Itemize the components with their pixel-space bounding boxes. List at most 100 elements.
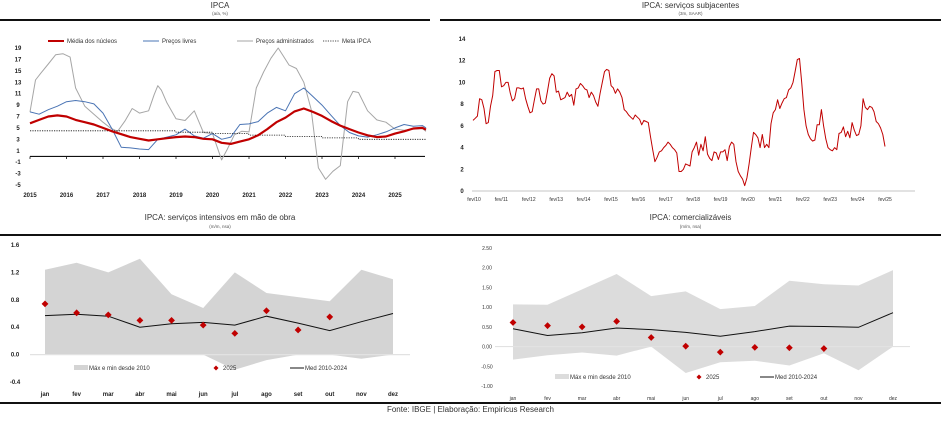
- point-2025: [294, 326, 302, 334]
- x-tick-label: mai: [647, 396, 655, 402]
- y-tick-label: 1: [16, 149, 20, 155]
- title-rule: [440, 234, 941, 236]
- x-tick-label: fev/24: [851, 197, 865, 203]
- x-tick-label: 2019: [169, 193, 183, 199]
- y-tick-label: 12: [459, 59, 466, 65]
- legend-label: Preços administrados: [256, 39, 314, 45]
- point-2025: [785, 344, 793, 352]
- chart-subtitle: (a/a, %): [212, 11, 228, 16]
- x-tick-label: out: [325, 392, 334, 398]
- point-2025: [716, 348, 724, 356]
- legend-label: Med 2010-2024: [305, 366, 348, 372]
- x-tick-label: jul: [230, 392, 238, 398]
- y-tick-label: -1.00: [481, 384, 493, 390]
- x-tick-label: jun: [198, 392, 208, 398]
- series-line-pre-os-administrados: [29, 47, 427, 180]
- y-tick-label: 14: [459, 37, 466, 43]
- chart-subtitle: (3m, SAAR): [678, 11, 703, 16]
- series-line-servicos-subjacentes: [472, 58, 886, 187]
- x-tick-label: fev/16: [632, 197, 646, 203]
- y-tick-label: 17: [15, 57, 22, 63]
- y-tick-label: 0.4: [11, 325, 20, 331]
- y-tick-label: -3: [15, 172, 21, 178]
- median-line: [512, 312, 894, 337]
- x-tick-label: fev/11: [495, 197, 508, 203]
- y-tick-label: -5: [15, 183, 21, 189]
- x-tick-label: 2020: [206, 193, 220, 199]
- point-2025: [682, 342, 690, 350]
- x-tick-label: dez: [388, 392, 398, 398]
- title-rule: [0, 234, 440, 236]
- y-tick-label: -0.50: [481, 364, 493, 370]
- y-tick-label: 0: [460, 189, 464, 195]
- chart-title: IPCA: comercializáveis: [649, 213, 732, 222]
- x-tick-label: fev/15: [604, 197, 618, 203]
- legend-label: 2025: [223, 366, 237, 372]
- x-tick-label: fev: [72, 392, 81, 398]
- panel-ipca: IPCA (a/a, %) 19 17 15 13 11 9 7 5 3 1 -1 -3 -5 2015 2…: [0, 0, 440, 205]
- legend-label: Med 2010-2024: [775, 375, 818, 381]
- x-tick-label: fev/21: [769, 197, 783, 203]
- legend-swatch-band: [74, 365, 88, 370]
- x-tick-label: abr: [613, 396, 621, 402]
- y-tick-label: 1.50: [482, 285, 492, 291]
- x-tick-label: fev/25: [878, 197, 892, 203]
- x-tick-label: fev/18: [686, 197, 700, 203]
- series-line-pre-os-livres: [29, 87, 427, 151]
- y-tick-label: 4: [460, 146, 464, 152]
- chart-subtitle: (m/m, nsa): [679, 224, 702, 229]
- y-tick-label: 0.0: [11, 353, 20, 359]
- x-tick-label: jun: [681, 396, 689, 402]
- legend-label: 2025: [706, 375, 720, 381]
- x-tick-label: 2015: [23, 193, 37, 199]
- series-line-m-dia-dos-n-cleos: [29, 107, 427, 145]
- point-2025: [578, 323, 586, 331]
- legend-label: Máx e min desde 2010: [89, 366, 150, 372]
- chart-title: IPCA: serviços intensivos em mão de obra: [144, 213, 296, 222]
- x-tick-label: jan: [509, 396, 517, 402]
- legend-label: Média dos núcleos: [67, 39, 117, 45]
- legend-swatch-band: [555, 374, 569, 379]
- x-tick-label: 2018: [133, 193, 147, 199]
- legend-label: Máx e min desde 2010: [570, 375, 631, 381]
- y-tick-label: 2: [460, 167, 464, 173]
- point-2025: [263, 307, 270, 315]
- chart-title: IPCA: serviços subjacentes: [641, 1, 740, 10]
- y-tick-label: 7: [16, 115, 20, 121]
- series-line-meta-ipca: [30, 130, 426, 140]
- y-tick-label: 15: [15, 69, 22, 75]
- y-tick-label: 19: [15, 46, 22, 52]
- footer-source: Fonte: IBGE | Elaboração: Empiricus Rese…: [386, 405, 555, 414]
- point-2025: [41, 300, 49, 308]
- panel-comercializaveis: IPCA: comercializáveis (m/m, nsa) 2.50 2.…: [440, 210, 941, 402]
- x-tick-label: fev/19: [714, 197, 728, 203]
- x-tick-label: 2025: [388, 193, 402, 199]
- x-tick-label: jul: [717, 396, 723, 402]
- y-tick-label: 13: [15, 80, 22, 86]
- x-tick-label: nov: [356, 392, 367, 398]
- y-tick-label: 1.2: [11, 270, 20, 276]
- y-tick-label: 11: [15, 92, 22, 98]
- y-tick-label: 8: [460, 102, 464, 108]
- y-tick-label: 10: [459, 80, 466, 86]
- x-tick-label: 2017: [96, 193, 110, 199]
- y-tick-label: 1.00: [482, 305, 492, 311]
- point-2025: [509, 319, 517, 326]
- x-tick-label: fev/10: [467, 197, 481, 203]
- x-tick-label: fev: [544, 396, 551, 402]
- x-tick-label: fev/17: [659, 197, 673, 203]
- y-tick-label: 0.50: [482, 325, 492, 331]
- x-tick-label: fev/13: [549, 197, 563, 203]
- x-tick-label: fev/14: [577, 197, 591, 203]
- x-tick-label: dez: [889, 396, 898, 402]
- x-tick-label: fev/23: [823, 197, 837, 203]
- y-tick-label: -0.4: [10, 380, 21, 386]
- y-tick-label: 1.6: [11, 243, 20, 249]
- x-tick-label: abr: [135, 392, 145, 398]
- x-tick-label: mai: [166, 392, 177, 398]
- footer-rule: [0, 402, 941, 404]
- y-tick-label: 0.00: [482, 345, 492, 351]
- x-tick-label: 2022: [279, 193, 293, 199]
